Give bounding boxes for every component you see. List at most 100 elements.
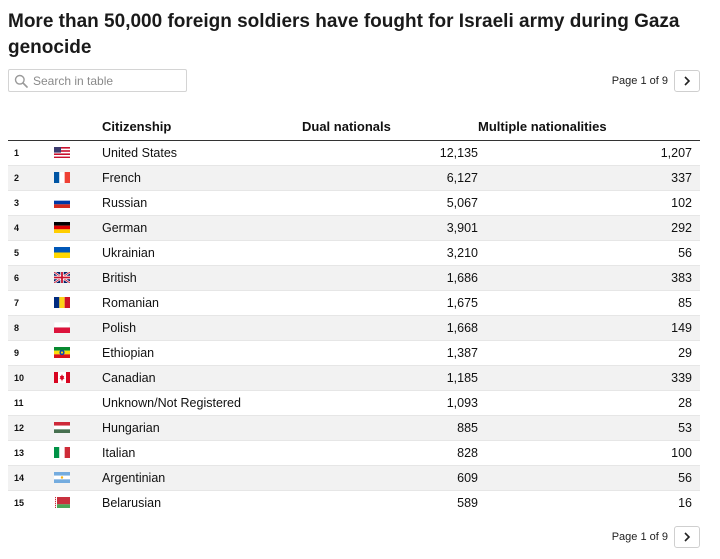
row-rank: 8 (8, 315, 52, 341)
row-flag (52, 240, 102, 266)
row-citizenship: Russian (102, 190, 302, 216)
row-rank: 6 (8, 265, 52, 291)
data-table: Citizenship Dual nationals Multiple nati… (8, 113, 700, 515)
row-rank: 4 (8, 215, 52, 241)
table-row: 10 Canadian 1,185 339 (8, 365, 700, 391)
row-dual-nationals: 828 (302, 440, 478, 466)
row-citizenship: Romanian (102, 290, 302, 316)
row-flag (52, 490, 102, 515)
row-citizenship: Hungarian (102, 415, 302, 441)
flag-ar-icon (54, 472, 70, 483)
row-multiple-nationalities: 149 (478, 315, 700, 341)
table-row: 12 Hungarian 885 53 (8, 415, 700, 441)
row-rank: 1 (8, 140, 52, 166)
citizenship-header[interactable]: Citizenship (102, 113, 302, 141)
page-title: More than 50,000 foreign soldiers have f… (8, 11, 680, 58)
row-rank: 3 (8, 190, 52, 216)
flag-ca-icon (54, 372, 70, 383)
row-rank: 2 (8, 165, 52, 191)
row-flag (52, 165, 102, 191)
rank-header (8, 113, 52, 141)
chevron-right-icon (684, 531, 691, 542)
search-box[interactable] (8, 69, 187, 92)
row-dual-nationals: 6,127 (302, 165, 478, 191)
row-dual-nationals: 589 (457, 495, 478, 510)
pagination-bottom: Page 1 of 9 (612, 525, 700, 548)
row-multiple-nationalities: 1,207 (478, 140, 700, 166)
row-flag (52, 390, 102, 416)
row-multiple-nationalities: 383 (478, 265, 700, 291)
table-row: 2 French 6,127 337 (8, 165, 700, 191)
row-dual-nationals: 1,387 (302, 340, 478, 366)
table-row: 7 Romanian 1,675 85 (8, 290, 700, 316)
multiple-nationalities-header[interactable]: Multiple nationalities (478, 113, 700, 141)
table-row: 14 Argentinian 609 56 (8, 465, 700, 491)
row-multiple-nationalities: 292 (478, 215, 700, 241)
row-dual-nationals: 3,901 (302, 215, 478, 241)
row-citizenship: Unknown/Not Registered (102, 390, 302, 416)
row-flag (52, 440, 102, 466)
row-flag (52, 340, 102, 366)
row-citizenship: British (102, 265, 302, 291)
search-input[interactable] (33, 72, 183, 90)
table-row: 6 British 1,686 383 (8, 265, 700, 291)
row-flag (52, 215, 102, 241)
row-rank: 5 (8, 240, 52, 266)
row-citizenship: Ethiopian (102, 340, 302, 366)
pagination-top: Page 1 of 9 (612, 69, 700, 92)
row-dual-nationals: 1,668 (302, 315, 478, 341)
table-row: 13 Italian 828 100 (8, 440, 700, 466)
row-multiple-nationalities: 339 (478, 365, 700, 391)
row-rank: 12 (8, 415, 52, 441)
row-dual-nationals: 609 (302, 465, 478, 491)
next-page-button[interactable] (674, 69, 700, 92)
row-rank: 10 (8, 365, 52, 391)
row-flag (52, 140, 102, 166)
flag-by-icon (54, 497, 70, 509)
flag-ro-icon (54, 297, 70, 308)
table-header-row: Citizenship Dual nationals Multiple nati… (8, 113, 700, 141)
flag-header (52, 113, 102, 141)
dual-nationals-header[interactable]: Dual nationals (302, 113, 478, 141)
row-multiple-nationalities: 337 (478, 165, 700, 191)
row-dual-nationals: 1,185 (302, 365, 478, 391)
row-flag (52, 290, 102, 316)
row-dual-nationals: 1,686 (302, 265, 478, 291)
flag-de-icon (54, 222, 70, 233)
row-dual-nationals: 1,675 (302, 290, 478, 316)
row-citizenship: Polish (102, 315, 302, 341)
page-indicator-bottom: Page 1 of 9 (611, 530, 668, 543)
flag-ua-icon (54, 247, 70, 258)
row-citizenship: Italian (102, 440, 302, 466)
table-row: 3 Russian 5,067 102 (8, 190, 700, 216)
next-page-button-bottom[interactable] (674, 525, 700, 548)
flag-gb-icon (54, 272, 70, 283)
flag-pl-icon (54, 322, 70, 333)
row-citizenship: Belarusian (102, 495, 162, 510)
flag-hu-icon (54, 422, 70, 433)
flag-ru-icon (54, 197, 70, 208)
row-rank: 14 (8, 465, 52, 491)
row-dual-nationals: 3,210 (302, 240, 478, 266)
chevron-right-icon (684, 75, 691, 86)
row-multiple-nationalities: 53 (478, 415, 700, 441)
row-dual-nationals: 5,067 (302, 190, 478, 216)
table-row: 4 German 3,901 292 (8, 215, 700, 241)
row-flag (52, 190, 102, 216)
page-indicator: Page 1 of 9 (611, 74, 668, 87)
row-dual-nationals: 885 (302, 415, 478, 441)
table-row: 5 Ukrainian 3,210 56 (8, 240, 700, 266)
row-citizenship: Ukrainian (102, 240, 302, 266)
row-rank: 9 (8, 340, 52, 366)
row-citizenship: Canadian (102, 365, 302, 391)
row-flag (52, 365, 102, 391)
search-icon (14, 74, 28, 88)
row-citizenship: United States (102, 140, 302, 166)
row-citizenship: Argentinian (102, 465, 302, 491)
row-flag (52, 415, 102, 441)
table-row: 11 Unknown/Not Registered 1,093 28 (8, 390, 700, 416)
row-rank: 15 (14, 497, 25, 508)
flag-us-icon (54, 147, 70, 158)
table-toolbar: Page 1 of 9 (8, 69, 700, 92)
row-multiple-nationalities: 100 (478, 440, 700, 466)
